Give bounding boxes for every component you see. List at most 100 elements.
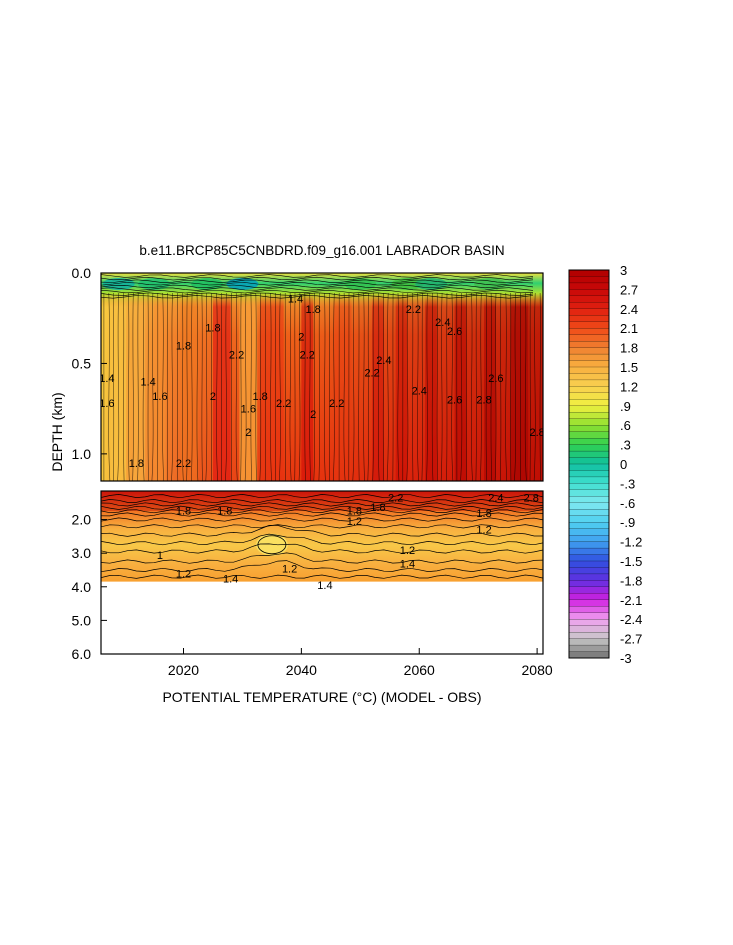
contour-line — [386, 292, 389, 481]
contour-label: 2.2 — [300, 349, 315, 361]
y-tick-label: 1.0 — [72, 446, 92, 462]
contour-line — [128, 292, 130, 481]
colorbar-swatch — [568, 476, 610, 484]
contour-line — [101, 552, 543, 564]
contour-line — [500, 292, 502, 481]
colorbar-tick-label: 2.7 — [620, 282, 638, 297]
contour-line — [101, 494, 543, 499]
contour-line — [524, 292, 527, 481]
contour-line — [324, 292, 326, 481]
colorbar-swatch — [568, 586, 610, 594]
contour-line — [250, 292, 252, 481]
contour-line — [257, 535, 287, 555]
colorbar-tick-label: -1.2 — [620, 535, 642, 550]
colorbar-frame — [568, 269, 610, 659]
contour-label: 2 — [298, 331, 304, 343]
contour-label: 2 — [210, 391, 216, 403]
colorbar-swatch — [568, 457, 610, 465]
colorbar-swatch — [568, 386, 610, 394]
contour-label: 2 — [245, 427, 251, 439]
contour-label: 1.8 — [129, 458, 144, 470]
contour-line — [436, 292, 439, 481]
contour-label: 1.2 — [400, 545, 415, 557]
colorbar-swatch — [568, 269, 610, 277]
colorbar-swatch — [568, 619, 610, 627]
contour-line — [101, 512, 543, 517]
colorbar-swatch — [568, 483, 610, 491]
colorbar-swatch — [568, 522, 610, 530]
contour-line — [470, 292, 473, 481]
contour-line — [225, 292, 227, 481]
colorbar-swatch — [568, 632, 610, 640]
contour-line — [426, 292, 428, 481]
contour-line — [137, 292, 139, 481]
y-axis-label: DEPTH (km) — [49, 392, 65, 471]
colorbar-swatch — [568, 625, 610, 633]
contour-line — [367, 292, 369, 481]
contour-line — [255, 292, 257, 481]
colorbar-swatch — [568, 489, 610, 497]
colorbar-swatch — [568, 612, 610, 620]
colorbar-tick-label: .9 — [620, 399, 631, 414]
colorbar-swatch — [568, 295, 610, 303]
colorbar-swatch — [568, 334, 610, 342]
colorbar-tick-label: 1.8 — [620, 341, 638, 356]
contour-line — [460, 292, 463, 481]
contour-line — [147, 292, 149, 481]
colorbar-tick-label: .6 — [620, 418, 631, 433]
variability-column — [133, 291, 146, 481]
contour-line — [108, 292, 111, 481]
variability-column — [180, 291, 199, 481]
colorbar-swatch — [568, 541, 610, 549]
contour-line — [101, 524, 543, 529]
variability-column — [333, 291, 352, 481]
contour-label: 2 — [310, 409, 316, 421]
contour-label: 2.6 — [488, 373, 503, 385]
contour-label: 2.2 — [176, 458, 191, 470]
contour-line — [101, 574, 543, 579]
contour-label: 2.8 — [529, 427, 544, 439]
contour-line — [101, 533, 543, 546]
colorbar-tick-label: -2.4 — [620, 612, 642, 627]
contour-label: 1.2 — [476, 525, 491, 537]
colorbar-swatch — [568, 366, 610, 374]
contour-line — [181, 292, 184, 481]
contour-line — [196, 292, 199, 481]
contour-line — [332, 292, 335, 481]
colorbar-swatch — [568, 496, 610, 504]
contour-line — [101, 517, 543, 522]
contour-label: 1.4 — [99, 373, 114, 385]
contour-line — [377, 292, 380, 481]
contour-label: 2.2 — [406, 304, 421, 316]
surface-anomaly — [391, 278, 424, 290]
contour-line — [440, 292, 443, 481]
y-tick-label: 3.0 — [72, 545, 92, 561]
contour-line — [382, 292, 385, 481]
contour-label: 2.8 — [524, 493, 539, 505]
y-tick-label: 5.0 — [72, 612, 92, 628]
contour-line — [270, 292, 272, 481]
colorbar-swatch — [568, 638, 610, 646]
colorbar-swatch — [568, 509, 610, 517]
contour-line — [446, 292, 448, 481]
contour-line — [101, 289, 534, 294]
contour-line — [171, 292, 174, 481]
colorbar-swatch — [568, 353, 610, 361]
colorbar-tick-label: 1.5 — [620, 360, 638, 375]
contour-line — [101, 287, 534, 291]
contour-label: 1.8 — [176, 505, 191, 517]
contour-label: 1.8 — [176, 340, 191, 352]
contour-line — [101, 276, 534, 281]
contour-line — [431, 292, 434, 481]
contour-line — [358, 292, 360, 481]
colorbar-swatch — [568, 502, 610, 510]
contour-line — [505, 292, 508, 481]
contour-label: 1.4 — [140, 377, 155, 389]
colorbar-swatch — [568, 341, 610, 349]
contour-line — [101, 560, 543, 573]
variability-column — [484, 291, 496, 481]
colorbar-swatch — [568, 644, 610, 652]
contour-line — [259, 292, 262, 481]
colorbar-swatch — [568, 554, 610, 562]
